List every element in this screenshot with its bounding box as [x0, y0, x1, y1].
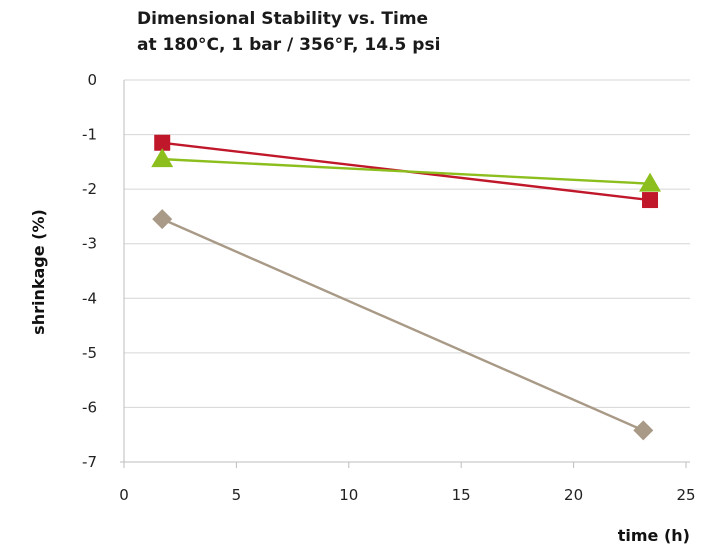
- chart-title-line-1: Dimensional Stability vs. Time: [137, 9, 428, 29]
- data-point-square: [642, 192, 659, 209]
- x-tick-label: 10: [339, 486, 358, 504]
- y-tick-label: -3: [82, 235, 97, 253]
- gridlines: [124, 79, 690, 463]
- y-tick-label: 0: [87, 71, 97, 89]
- x-tick-label: 25: [676, 486, 695, 504]
- x-axis-label: time (h): [618, 526, 690, 545]
- series-group: [151, 134, 662, 441]
- chart-title: Dimensional Stability vs. Time at 180°C,…: [137, 9, 440, 55]
- y-tick-label: -4: [82, 289, 97, 307]
- y-tick-label: -7: [82, 453, 97, 471]
- series-line-2: [162, 157, 651, 185]
- y-tick-label: -6: [82, 398, 97, 416]
- y-tick-label: -2: [82, 180, 97, 198]
- y-axis-label: shrinkage (%): [29, 209, 48, 335]
- y-tick-label: -1: [82, 126, 97, 144]
- data-point-triangle: [639, 172, 662, 192]
- x-tick-label: 20: [564, 486, 583, 504]
- data-point-diamond: [152, 209, 173, 230]
- axes: [120, 80, 690, 468]
- y-tick-labels: 0 -1 -2 -3 -4 -5 -6 -7: [82, 71, 97, 471]
- data-point-square: [154, 134, 171, 151]
- x-tick-label: 0: [119, 486, 129, 504]
- data-point-diamond: [633, 420, 654, 441]
- series-line-3: [161, 218, 644, 432]
- data-point-triangle: [151, 148, 174, 168]
- chart-title-line-2: at 180°C, 1 bar / 356°F, 14.5 psi: [137, 35, 440, 55]
- y-tick-label: -5: [82, 344, 97, 362]
- x-tick-labels: 0 5 10 15 20 25: [119, 486, 695, 504]
- x-tick-label: 15: [452, 486, 471, 504]
- x-tick-label: 5: [232, 486, 242, 504]
